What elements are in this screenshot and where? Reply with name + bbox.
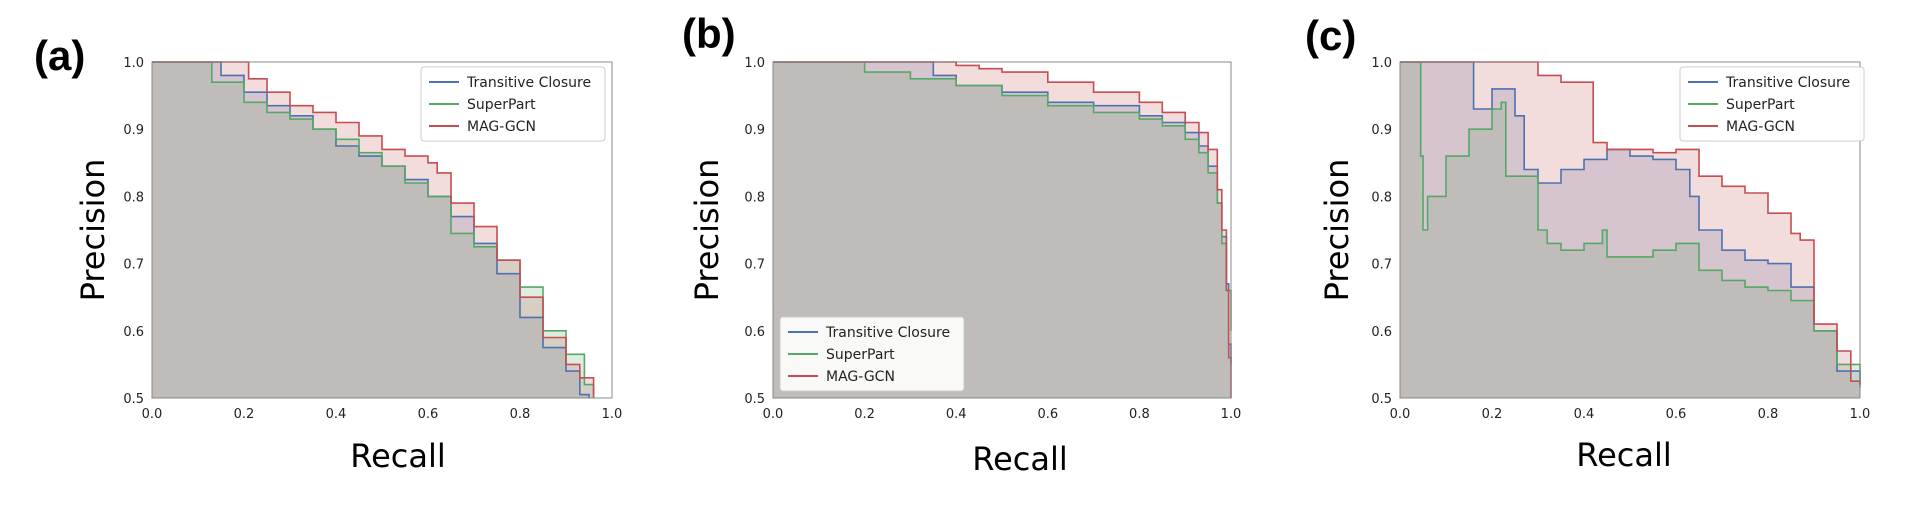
legend-label: MAG-GCN bbox=[826, 369, 895, 385]
y-tick-label: 0.7 bbox=[1371, 258, 1392, 273]
y-tick-label: 1.0 bbox=[744, 56, 765, 71]
x-tick-label: 0.2 bbox=[1482, 407, 1503, 422]
x-tick-label: 0.0 bbox=[142, 407, 163, 422]
x-axis-label: Recall bbox=[350, 437, 445, 475]
area-transitive-closure bbox=[152, 62, 589, 398]
line-mag-gcn bbox=[152, 61, 595, 398]
panel-label: (c) bbox=[1305, 12, 1356, 59]
x-tick-label: 0.6 bbox=[1037, 407, 1058, 422]
y-tick-label: 0.8 bbox=[123, 190, 144, 205]
y-tick-label: 0.8 bbox=[744, 190, 765, 205]
y-tick-label: 0.5 bbox=[123, 392, 144, 407]
panel-label: (a) bbox=[34, 32, 85, 79]
chart-panel-2: 0.0 0.2 0.4 0.6 0.8 1.0 0.5 0.6 0.7 0.8 0.9 1.0 Reca… bbox=[1305, 12, 1870, 474]
x-tick-label: 0.0 bbox=[763, 407, 784, 422]
line-transitive-closure bbox=[1400, 61, 1861, 385]
chart-panel-1: 0.0 0.2 0.4 0.6 0.8 1.0 0.5 0.6 0.7 0.8 0.9 1.0 Reca… bbox=[682, 10, 1241, 478]
plot-frame bbox=[772, 61, 1232, 399]
legend-label: Transitive Closure bbox=[466, 75, 591, 91]
y-tick-label: 0.6 bbox=[123, 325, 144, 340]
panel-label: (b) bbox=[682, 10, 736, 57]
legend-label: Transitive Closure bbox=[825, 325, 950, 341]
x-tick-label: 0.8 bbox=[1129, 407, 1150, 422]
area-mag-gcn bbox=[1400, 62, 1860, 398]
x-tick-label: 0.4 bbox=[1574, 407, 1595, 422]
legend-label: Transitive Closure bbox=[1725, 75, 1850, 91]
line-mag-gcn bbox=[773, 61, 1232, 398]
y-tick-label: 0.9 bbox=[1371, 123, 1392, 138]
y-tick-label: 0.5 bbox=[1371, 392, 1392, 407]
area-transitive-closure bbox=[1400, 62, 1860, 398]
legend: Transitive Closure SuperPart MAG-GCN bbox=[779, 316, 965, 392]
y-tick-label: 0.6 bbox=[744, 325, 765, 340]
x-tick-label: 0.4 bbox=[326, 407, 347, 422]
area-superpart bbox=[152, 62, 594, 398]
x-tick-label: 0.2 bbox=[234, 407, 255, 422]
legend-box bbox=[779, 316, 965, 392]
y-axis-label: Precision bbox=[1318, 159, 1356, 302]
area-superpart bbox=[1400, 62, 1860, 398]
y-tick-label: 0.9 bbox=[123, 123, 144, 138]
x-axis-label: Recall bbox=[1576, 436, 1671, 474]
legend-label: MAG-GCN bbox=[467, 119, 536, 135]
x-tick-label: 1.0 bbox=[602, 407, 623, 422]
legend: Transitive Closure SuperPart MAG-GCN bbox=[420, 66, 606, 142]
x-tick-label: 0.6 bbox=[1666, 407, 1687, 422]
x-tick-label: 1.0 bbox=[1850, 407, 1871, 422]
x-tick-label: 0.6 bbox=[418, 407, 439, 422]
x-tick-label: 0.8 bbox=[510, 407, 531, 422]
x-axis-label: Recall bbox=[972, 440, 1067, 478]
area-mag-gcn bbox=[152, 62, 594, 398]
legend-label: MAG-GCN bbox=[1726, 119, 1795, 135]
line-mag-gcn bbox=[1400, 61, 1861, 385]
y-tick-label: 0.7 bbox=[123, 258, 144, 273]
plot-frame bbox=[151, 61, 613, 399]
legend: Transitive Closure SuperPart MAG-GCN bbox=[1679, 66, 1865, 142]
x-tick-label: 0.2 bbox=[854, 407, 875, 422]
legend-box bbox=[420, 66, 606, 142]
chart-panel-0: 0.0 0.2 0.4 0.6 0.8 1.0 0.5 0.6 0.7 0.8 0.9 1.0 Reca… bbox=[34, 32, 622, 475]
x-tick-label: 1.0 bbox=[1221, 407, 1242, 422]
y-tick-label: 0.8 bbox=[1371, 190, 1392, 205]
y-tick-label: 1.0 bbox=[123, 56, 144, 71]
legend-label: SuperPart bbox=[467, 97, 536, 113]
legend-box bbox=[1679, 66, 1865, 142]
y-tick-label: 1.0 bbox=[1371, 56, 1392, 71]
x-tick-label: 0.0 bbox=[1390, 407, 1411, 422]
y-tick-label: 0.7 bbox=[744, 258, 765, 273]
area-transitive-closure bbox=[773, 62, 1231, 398]
x-tick-label: 0.8 bbox=[1758, 407, 1779, 422]
area-superpart bbox=[773, 62, 1231, 398]
legend-label: SuperPart bbox=[826, 347, 895, 363]
x-tick-label: 0.4 bbox=[946, 407, 967, 422]
y-axis-label: Precision bbox=[688, 159, 726, 302]
area-mag-gcn bbox=[773, 62, 1231, 398]
y-tick-label: 0.5 bbox=[744, 392, 765, 407]
plot-frame bbox=[1399, 61, 1861, 399]
y-axis-label: Precision bbox=[74, 159, 112, 302]
legend-label: SuperPart bbox=[1726, 97, 1795, 113]
line-superpart bbox=[1400, 61, 1861, 388]
y-tick-label: 0.9 bbox=[744, 123, 765, 138]
y-tick-label: 0.6 bbox=[1371, 325, 1392, 340]
